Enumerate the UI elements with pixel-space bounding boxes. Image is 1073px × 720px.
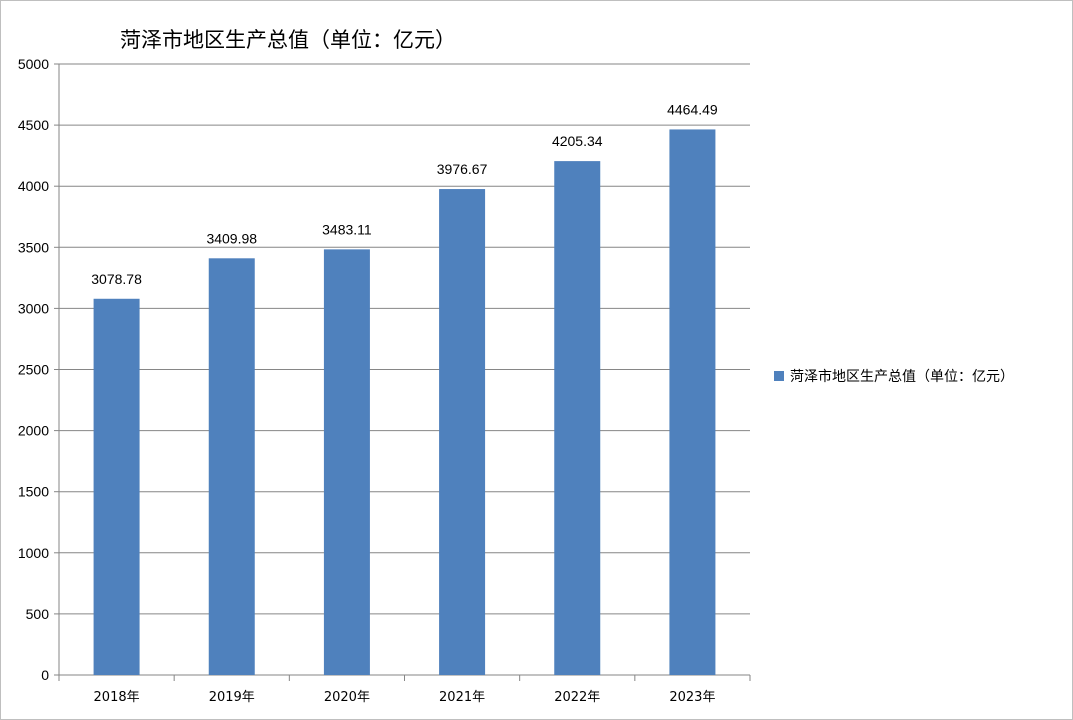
bar (554, 161, 601, 676)
y-tick-label: 1500 (18, 484, 49, 500)
y-tick-label: 2500 (18, 362, 49, 378)
data-label: 3976.67 (437, 161, 488, 177)
legend-swatch (774, 371, 784, 381)
y-tick-label: 3500 (18, 239, 49, 255)
bar (669, 129, 716, 675)
x-category-label: 2021年 (439, 690, 485, 705)
x-category-label: 2020年 (324, 690, 370, 705)
data-label: 4464.49 (667, 101, 718, 117)
y-tick-label: 500 (26, 606, 50, 622)
legend: 菏泽市地区生产总值（单位：亿元） (774, 366, 1014, 386)
chart-title: 菏泽市地区生产总值（单位：亿元） (120, 28, 456, 52)
data-label: 3409.98 (206, 230, 257, 246)
x-category-label: 2018年 (94, 690, 140, 705)
y-tick-label: 5000 (18, 56, 49, 72)
x-category-label: 2023年 (669, 690, 715, 705)
bar (93, 298, 140, 675)
data-label: 3483.11 (322, 221, 372, 237)
x-category-label: 2019年 (209, 690, 255, 705)
data-label: 4205.34 (552, 133, 603, 149)
bar (208, 258, 255, 675)
bar (439, 189, 486, 676)
y-tick-label: 4500 (18, 117, 49, 133)
legend-label: 菏泽市地区生产总值（单位：亿元） (790, 369, 1014, 385)
bar (323, 249, 370, 675)
x-category-label: 2022年 (554, 690, 600, 705)
y-tick-label: 1000 (18, 545, 49, 561)
y-tick-label: 3000 (18, 300, 49, 316)
data-label: 3078.78 (91, 271, 142, 287)
y-tick-label: 0 (41, 667, 49, 683)
y-tick-label: 4000 (18, 178, 49, 194)
y-tick-label: 2000 (18, 423, 49, 439)
